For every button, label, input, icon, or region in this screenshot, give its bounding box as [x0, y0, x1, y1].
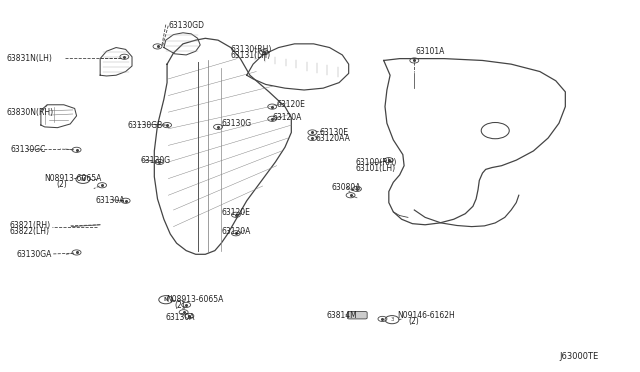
Text: 63120E: 63120E: [276, 100, 305, 109]
Text: 63120A: 63120A: [272, 113, 301, 122]
Text: 63830N(RH): 63830N(RH): [6, 108, 54, 117]
Text: 63831N(LH): 63831N(LH): [6, 54, 52, 63]
Text: 63130E: 63130E: [320, 128, 349, 137]
Text: 63822(LH): 63822(LH): [9, 227, 49, 235]
Text: N08913-6065A: N08913-6065A: [45, 174, 102, 183]
Text: 63821(RH): 63821(RH): [9, 221, 50, 230]
Text: 63120AA: 63120AA: [316, 134, 351, 143]
Text: 63131(LH): 63131(LH): [231, 51, 271, 60]
Text: 63130GB: 63130GB: [127, 121, 163, 129]
Text: 63130G: 63130G: [221, 119, 252, 128]
Text: 63130A: 63130A: [96, 196, 125, 205]
Text: N: N: [163, 297, 168, 302]
Text: J63000TE: J63000TE: [559, 352, 598, 361]
Text: 63101(LH): 63101(LH): [355, 164, 395, 173]
Text: 63120A: 63120A: [221, 227, 251, 235]
Text: 63101A: 63101A: [415, 47, 445, 56]
Text: N09146-6162H: N09146-6162H: [397, 311, 456, 320]
Text: (2): (2): [175, 301, 186, 310]
Text: 63130G: 63130G: [140, 156, 170, 166]
Text: (2): (2): [408, 317, 419, 326]
Text: 63100(RH): 63100(RH): [355, 157, 396, 167]
Text: (2): (2): [56, 180, 67, 189]
Text: 63120E: 63120E: [221, 208, 250, 217]
Text: N: N: [81, 177, 85, 182]
Text: 63130A: 63130A: [166, 312, 195, 321]
Text: 63130GA: 63130GA: [17, 250, 52, 259]
Text: 63814M: 63814M: [326, 311, 357, 320]
Text: 63130(RH): 63130(RH): [231, 45, 272, 54]
FancyBboxPatch shape: [348, 311, 367, 319]
Text: 3: 3: [390, 317, 394, 322]
Text: N08913-6065A: N08913-6065A: [166, 295, 223, 304]
Text: 63080A: 63080A: [332, 183, 361, 192]
Text: 63130GD: 63130GD: [168, 21, 204, 30]
Text: 63130GC: 63130GC: [10, 145, 45, 154]
